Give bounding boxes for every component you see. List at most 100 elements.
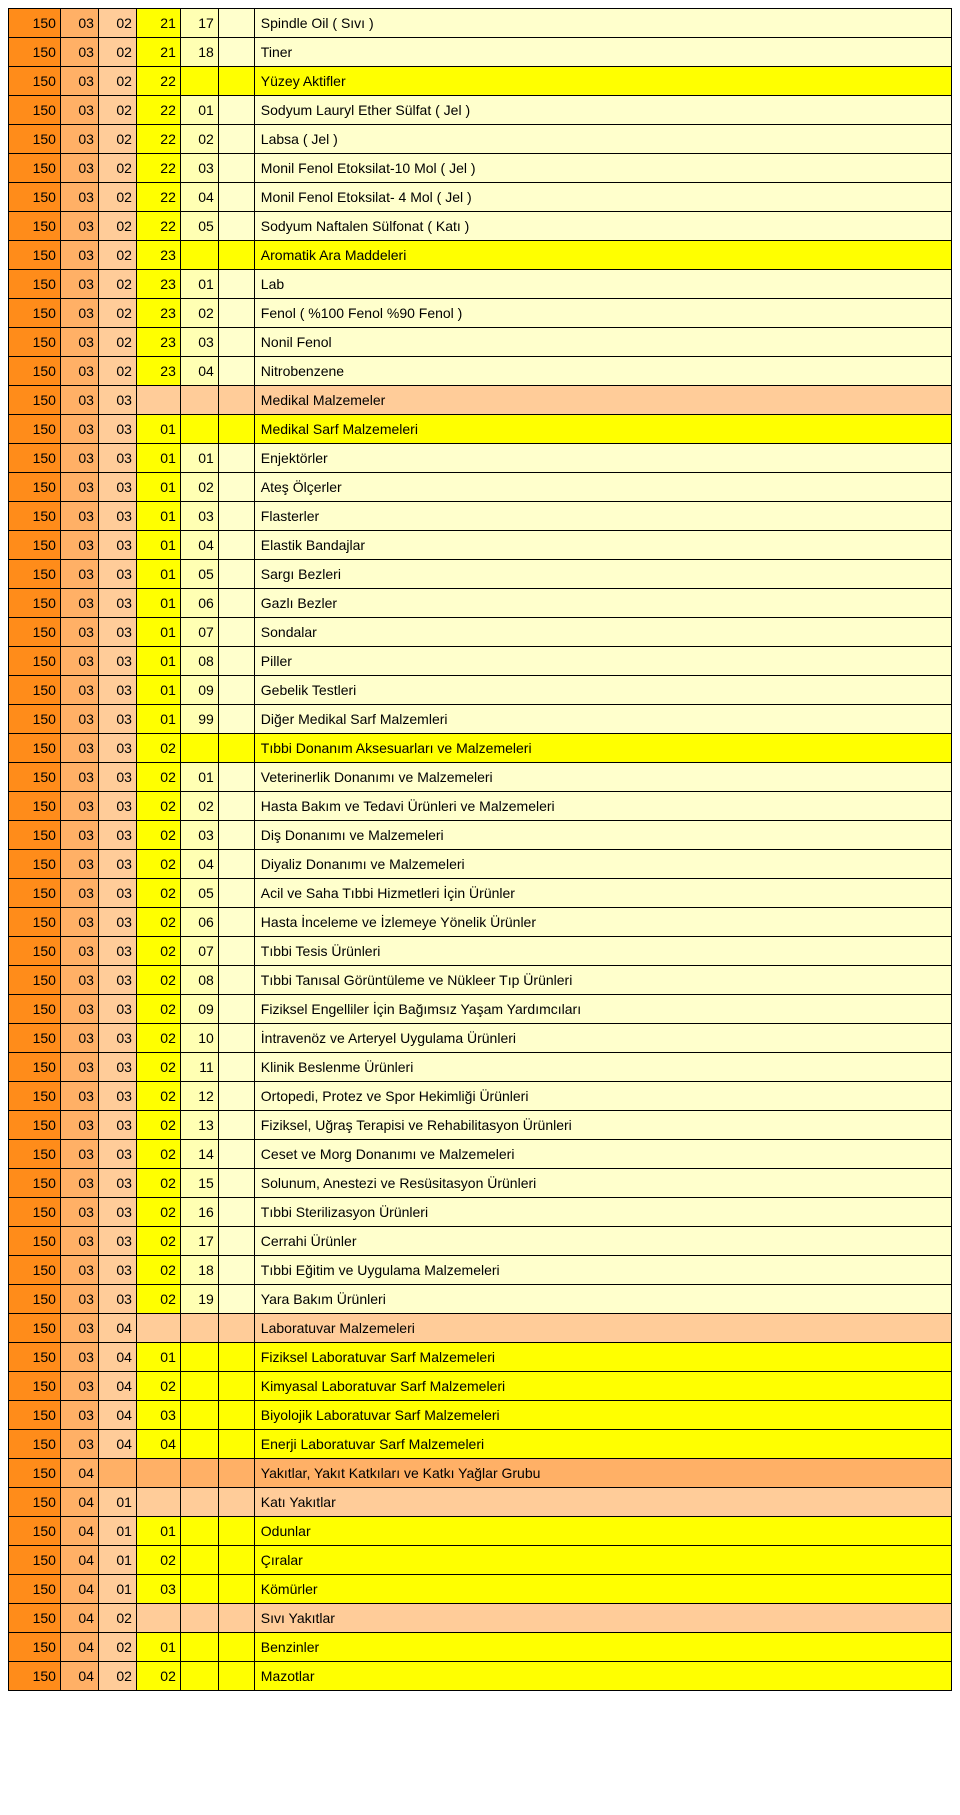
code-col-3: 02 — [98, 357, 136, 386]
code-col-1: 150 — [9, 1082, 61, 1111]
code-col-3: 03 — [98, 415, 136, 444]
code-col-5: 12 — [180, 1082, 218, 1111]
code-col-1: 150 — [9, 1024, 61, 1053]
description-cell: Laboratuvar Malzemeleri — [254, 1314, 951, 1343]
code-col-2: 03 — [60, 241, 98, 270]
code-col-5: 18 — [180, 1256, 218, 1285]
description-cell: Tiner — [254, 38, 951, 67]
code-col-5 — [180, 1459, 218, 1488]
code-col-2: 04 — [60, 1633, 98, 1662]
code-col-3: 02 — [98, 96, 136, 125]
table-row: 150040103Kömürler — [9, 1575, 952, 1604]
code-col-4: 02 — [136, 995, 180, 1024]
code-col-3: 03 — [98, 560, 136, 589]
code-col-6 — [218, 1546, 254, 1575]
code-col-4: 02 — [136, 1256, 180, 1285]
code-col-4: 02 — [136, 908, 180, 937]
code-col-3: 04 — [98, 1343, 136, 1372]
code-col-1: 150 — [9, 995, 61, 1024]
code-col-1: 150 — [9, 531, 61, 560]
description-cell: Diğer Medikal Sarf Malzemleri — [254, 705, 951, 734]
table-row: 150030301Medikal Sarf Malzemeleri — [9, 415, 952, 444]
description-cell: Tıbbi Donanım Aksesuarları ve Malzemeler… — [254, 734, 951, 763]
code-col-5: 05 — [180, 212, 218, 241]
code-col-1: 150 — [9, 9, 61, 38]
code-col-2: 03 — [60, 1285, 98, 1314]
code-col-2: 03 — [60, 995, 98, 1024]
description-cell: Solunum, Anestezi ve Resüsitasyon Ürünle… — [254, 1169, 951, 1198]
table-row: 15004Yakıtlar, Yakıt Katkıları ve Katkı … — [9, 1459, 952, 1488]
code-col-1: 150 — [9, 763, 61, 792]
code-col-2: 03 — [60, 473, 98, 502]
code-col-4: 22 — [136, 96, 180, 125]
code-col-1: 150 — [9, 1314, 61, 1343]
code-col-3: 02 — [98, 154, 136, 183]
code-col-4: 02 — [136, 1227, 180, 1256]
code-col-3: 03 — [98, 1227, 136, 1256]
code-col-1: 150 — [9, 879, 61, 908]
code-col-6 — [218, 792, 254, 821]
code-col-4: 02 — [136, 763, 180, 792]
code-col-6 — [218, 1488, 254, 1517]
code-col-4: 02 — [136, 821, 180, 850]
code-col-5 — [180, 1314, 218, 1343]
code-col-2: 04 — [60, 1546, 98, 1575]
description-cell: İntravenöz ve Arteryel Uygulama Ürünleri — [254, 1024, 951, 1053]
description-cell: Enjektörler — [254, 444, 951, 473]
code-col-3: 01 — [98, 1546, 136, 1575]
description-cell: Tıbbi Tesis Ürünleri — [254, 937, 951, 966]
description-cell: Medikal Malzemeler — [254, 386, 951, 415]
code-col-3: 03 — [98, 1140, 136, 1169]
code-col-5: 04 — [180, 183, 218, 212]
code-col-6 — [218, 560, 254, 589]
code-col-3: 03 — [98, 995, 136, 1024]
code-col-3: 03 — [98, 1169, 136, 1198]
table-row: 15003022117Spindle Oil ( Sıvı ) — [9, 9, 952, 38]
table-row: 150040202Mazotlar — [9, 1662, 952, 1691]
code-col-2: 03 — [60, 96, 98, 125]
table-row: 15003022304Nitrobenzene — [9, 357, 952, 386]
code-col-4: 01 — [136, 647, 180, 676]
table-row: 1500303Medikal Malzemeler — [9, 386, 952, 415]
description-cell: Yakıtlar, Yakıt Katkıları ve Katkı Yağla… — [254, 1459, 951, 1488]
description-cell: Tıbbi Eğitim ve Uygulama Malzemeleri — [254, 1256, 951, 1285]
table-row: 15003030103Flasterler — [9, 502, 952, 531]
code-col-2: 03 — [60, 792, 98, 821]
code-col-6 — [218, 647, 254, 676]
code-col-2: 03 — [60, 676, 98, 705]
code-col-3: 03 — [98, 386, 136, 415]
code-col-6 — [218, 1430, 254, 1459]
code-col-4: 02 — [136, 850, 180, 879]
description-cell: Fiziksel Laboratuvar Sarf Malzemeleri — [254, 1343, 951, 1372]
code-col-3: 03 — [98, 821, 136, 850]
code-col-3: 02 — [98, 1604, 136, 1633]
table-row: 15003030107Sondalar — [9, 618, 952, 647]
code-col-3: 03 — [98, 1198, 136, 1227]
code-col-4: 01 — [136, 1343, 180, 1372]
code-col-3: 02 — [98, 9, 136, 38]
code-col-1: 150 — [9, 212, 61, 241]
code-col-1: 150 — [9, 1140, 61, 1169]
description-cell: Nitrobenzene — [254, 357, 951, 386]
code-col-3: 02 — [98, 183, 136, 212]
code-col-2: 03 — [60, 386, 98, 415]
code-col-6 — [218, 734, 254, 763]
code-col-6 — [218, 1169, 254, 1198]
code-col-1: 150 — [9, 125, 61, 154]
code-col-4: 02 — [136, 1082, 180, 1111]
code-col-4: 02 — [136, 734, 180, 763]
code-col-3: 01 — [98, 1517, 136, 1546]
code-col-3: 03 — [98, 1024, 136, 1053]
table-row: 15003022302Fenol ( %100 Fenol %90 Fenol … — [9, 299, 952, 328]
description-cell: Veterinerlik Donanımı ve Malzemeleri — [254, 763, 951, 792]
code-col-4: 02 — [136, 1662, 180, 1691]
code-col-5 — [180, 415, 218, 444]
code-col-4: 01 — [136, 1633, 180, 1662]
code-col-5 — [180, 1372, 218, 1401]
code-col-4: 23 — [136, 270, 180, 299]
code-col-3: 02 — [98, 241, 136, 270]
code-col-5: 18 — [180, 38, 218, 67]
code-col-3: 02 — [98, 212, 136, 241]
table-row: 15003030199Diğer Medikal Sarf Malzemleri — [9, 705, 952, 734]
table-row: 150030401Fiziksel Laboratuvar Sarf Malze… — [9, 1343, 952, 1372]
